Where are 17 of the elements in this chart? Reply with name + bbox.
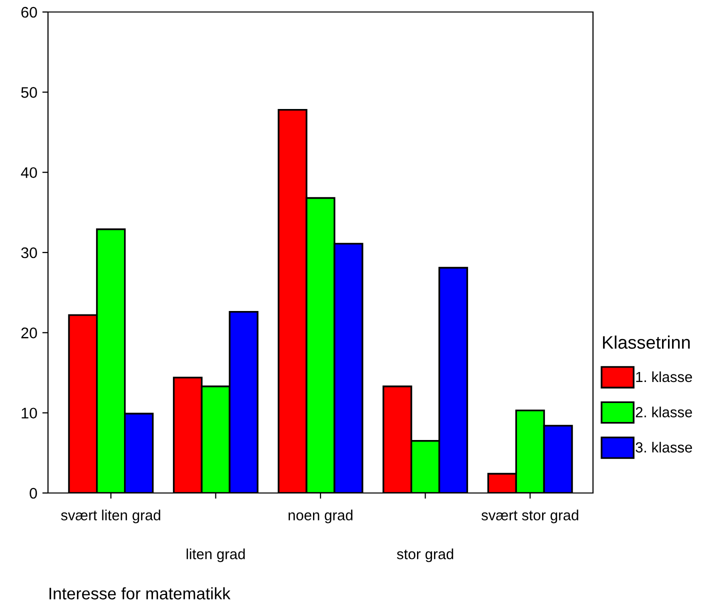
y-tick-label: 20 [21, 328, 37, 338]
legend-label: 3. klasse [636, 442, 692, 453]
y-tick-label: 0 [30, 488, 37, 499]
x-tick-label: liten grad [186, 548, 245, 562]
x-tick-label: stor grad [396, 548, 454, 562]
legend-label: 2. klasse [636, 406, 692, 418]
legend-label: 1. klasse [636, 371, 692, 382]
y-tick-label: 10 [22, 408, 37, 419]
y-tick-label: 40 [20, 167, 37, 178]
x-tick-label: noen grad [288, 510, 352, 524]
y-tick-label: 30 [21, 247, 37, 258]
x-tick-label: svært liten grad [61, 510, 160, 524]
legend-title: Klassetrinn [603, 336, 690, 349]
y-tick-label: 60 [21, 6, 37, 18]
x-axis-title: Interesse for matematikk [50, 587, 230, 600]
x-tick-label: svært stor grad [481, 510, 578, 524]
y-tick-label: 50 [21, 87, 37, 98]
